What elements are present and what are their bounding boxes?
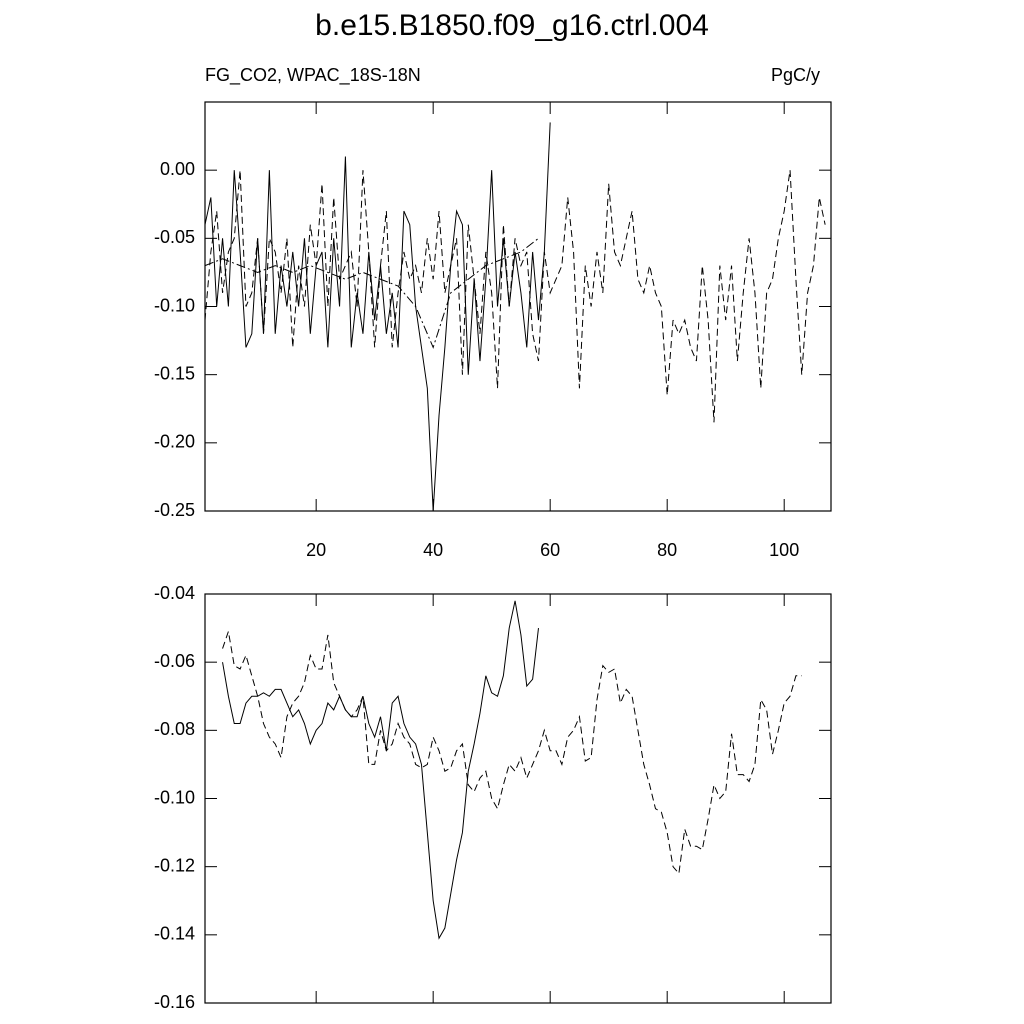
y-tick-label: -0.04 bbox=[154, 583, 195, 603]
x-tick-label: 80 bbox=[657, 540, 677, 560]
x-tick-label: 100 bbox=[769, 540, 799, 560]
data-line bbox=[204, 122, 551, 512]
y-tick-label: -0.05 bbox=[154, 227, 195, 247]
x-tick-label: 20 bbox=[306, 540, 326, 560]
plot-frame bbox=[204, 593, 832, 1004]
data-line bbox=[204, 237, 539, 349]
y-tick-label: -0.16 bbox=[154, 992, 195, 1012]
data-line bbox=[222, 631, 802, 875]
y-tick-label: -0.14 bbox=[154, 924, 195, 944]
y-tick-label: -0.10 bbox=[154, 787, 195, 807]
y-tick-label: -0.08 bbox=[154, 719, 195, 739]
subtitle-right: PgC/y bbox=[771, 65, 820, 85]
y-tick-label: -0.25 bbox=[154, 500, 195, 520]
x-tick-label: 60 bbox=[540, 540, 560, 560]
data-line bbox=[222, 600, 539, 940]
y-tick-label: -0.12 bbox=[154, 855, 195, 875]
y-tick-label: -0.20 bbox=[154, 432, 195, 452]
y-tick-label: -0.06 bbox=[154, 651, 195, 671]
x-tick-label: 40 bbox=[423, 540, 443, 560]
y-tick-label: -0.15 bbox=[154, 363, 195, 383]
subtitle-left: FG_CO2, WPAC_18S-18N bbox=[205, 65, 421, 86]
y-tick-label: -0.10 bbox=[154, 295, 195, 315]
y-tick-label: 0.00 bbox=[160, 159, 195, 179]
data-line bbox=[204, 170, 826, 423]
chart-title: b.e15.B1850.f09_g16.ctrl.004 bbox=[315, 9, 709, 42]
